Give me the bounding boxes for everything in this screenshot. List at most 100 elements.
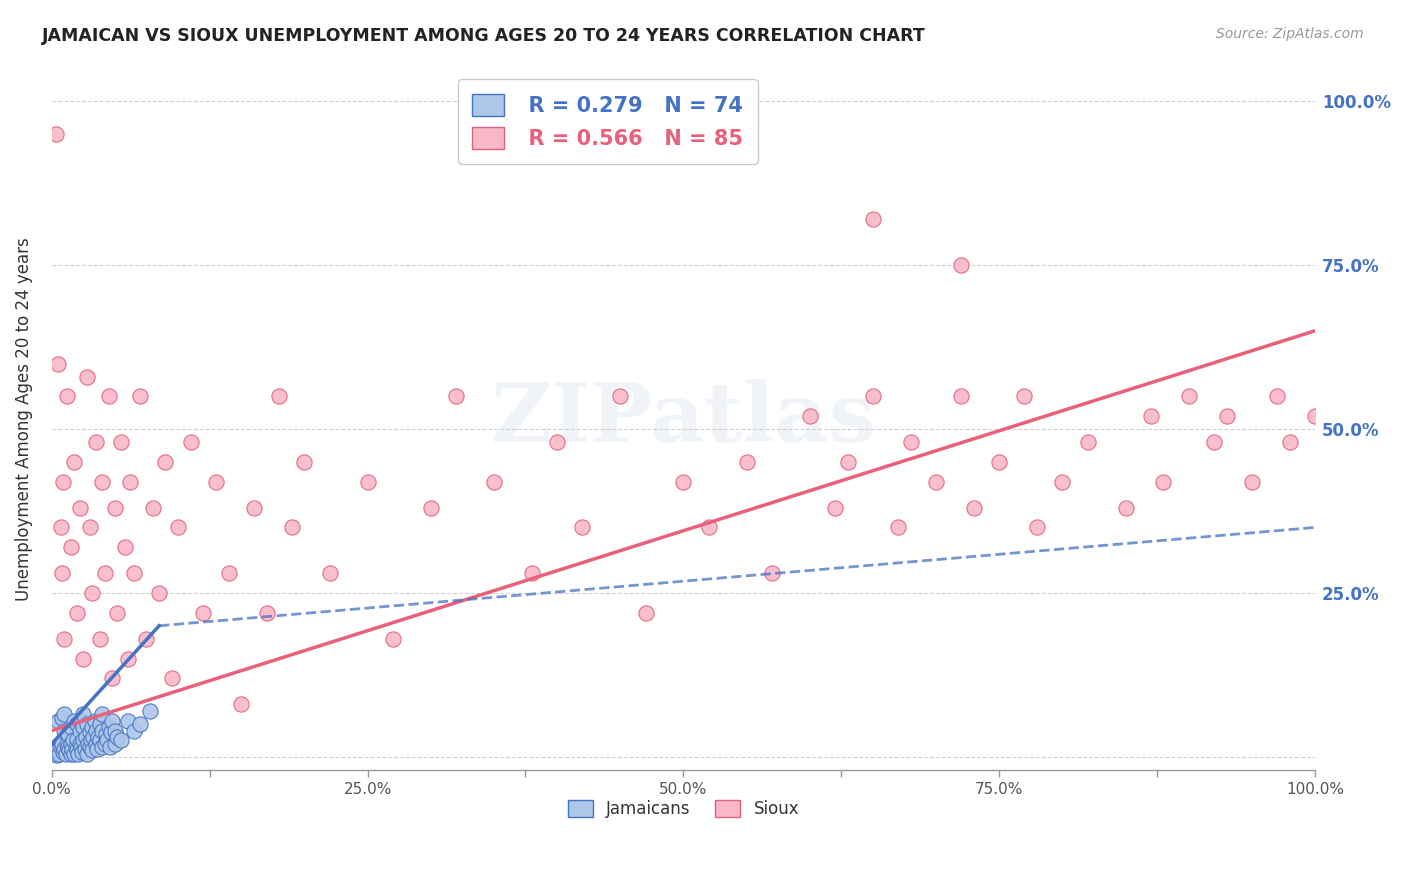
Point [193, 606, 215, 620]
Point [52, 745, 75, 759]
Point [862, 212, 884, 227]
Point [84, 737, 107, 751]
Text: JAMAICAN VS SIOUX UNEMPLOYMENT AMONG AGES 20 TO 24 YEARS CORRELATION CHART: JAMAICAN VS SIOUX UNEMPLOYMENT AMONG AGE… [42, 27, 927, 45]
Point [51, 566, 73, 581]
Point [281, 520, 304, 534]
Point [101, 714, 124, 728]
Legend: Jamaicans, Sioux: Jamaicans, Sioux [561, 793, 806, 825]
Point [46, 743, 69, 757]
Point [63, 747, 86, 761]
Point [1265, 389, 1288, 403]
Point [72, 707, 94, 722]
Point [167, 520, 190, 534]
Point [72, 651, 94, 665]
Point [63, 455, 86, 469]
Point [75, 730, 97, 744]
Point [91, 723, 114, 738]
Point [72, 733, 94, 747]
Point [117, 651, 139, 665]
Point [46, 357, 69, 371]
Point [862, 389, 884, 403]
Point [62, 733, 84, 747]
Point [697, 520, 720, 534]
Point [148, 586, 170, 600]
Point [44, 747, 66, 761]
Point [1202, 435, 1225, 450]
Point [1177, 389, 1199, 403]
Point [1303, 409, 1326, 423]
Point [1140, 409, 1163, 423]
Point [294, 455, 316, 469]
Point [94, 727, 117, 741]
Point [571, 520, 593, 534]
Point [1115, 500, 1137, 515]
Point [53, 632, 76, 646]
Point [53, 742, 76, 756]
Point [56, 740, 79, 755]
Point [83, 714, 105, 728]
Point [91, 475, 114, 489]
Point [84, 723, 107, 738]
Point [69, 723, 91, 738]
Point [218, 566, 240, 581]
Point [142, 500, 165, 515]
Point [97, 720, 120, 734]
Point [114, 540, 136, 554]
Point [79, 740, 101, 755]
Point [419, 500, 441, 515]
Point [49, 520, 72, 534]
Point [69, 714, 91, 728]
Point [799, 409, 821, 423]
Point [122, 723, 145, 738]
Point [104, 723, 127, 738]
Point [84, 435, 107, 450]
Point [89, 717, 111, 731]
Point [139, 704, 162, 718]
Point [69, 737, 91, 751]
Point [82, 720, 104, 734]
Point [120, 475, 142, 489]
Point [1052, 475, 1074, 489]
Point [56, 389, 79, 403]
Point [925, 475, 948, 489]
Point [381, 632, 404, 646]
Point [79, 725, 101, 739]
Point [53, 723, 76, 738]
Point [96, 733, 118, 747]
Point [900, 435, 922, 450]
Point [444, 389, 467, 403]
Point [56, 727, 79, 741]
Point [65, 740, 87, 755]
Point [824, 500, 846, 515]
Point [89, 632, 111, 646]
Point [318, 566, 340, 581]
Point [107, 606, 129, 620]
Point [1026, 520, 1049, 534]
Point [122, 566, 145, 581]
Point [101, 671, 124, 685]
Point [160, 671, 183, 685]
Point [66, 606, 89, 620]
Point [180, 435, 202, 450]
Point [98, 740, 121, 755]
Point [110, 733, 132, 747]
Point [1014, 389, 1036, 403]
Point [269, 389, 291, 403]
Point [87, 730, 110, 744]
Point [66, 717, 89, 731]
Point [58, 743, 80, 757]
Point [69, 740, 91, 755]
Point [76, 369, 98, 384]
Point [53, 707, 76, 722]
Point [761, 566, 783, 581]
Y-axis label: Unemployment Among Ages 20 to 24 years: Unemployment Among Ages 20 to 24 years [15, 237, 32, 601]
Point [482, 475, 505, 489]
Point [107, 730, 129, 744]
Point [82, 730, 104, 744]
Point [129, 389, 152, 403]
Point [82, 743, 104, 757]
Point [46, 714, 69, 728]
Point [82, 586, 104, 600]
Point [59, 540, 82, 554]
Point [55, 747, 77, 761]
